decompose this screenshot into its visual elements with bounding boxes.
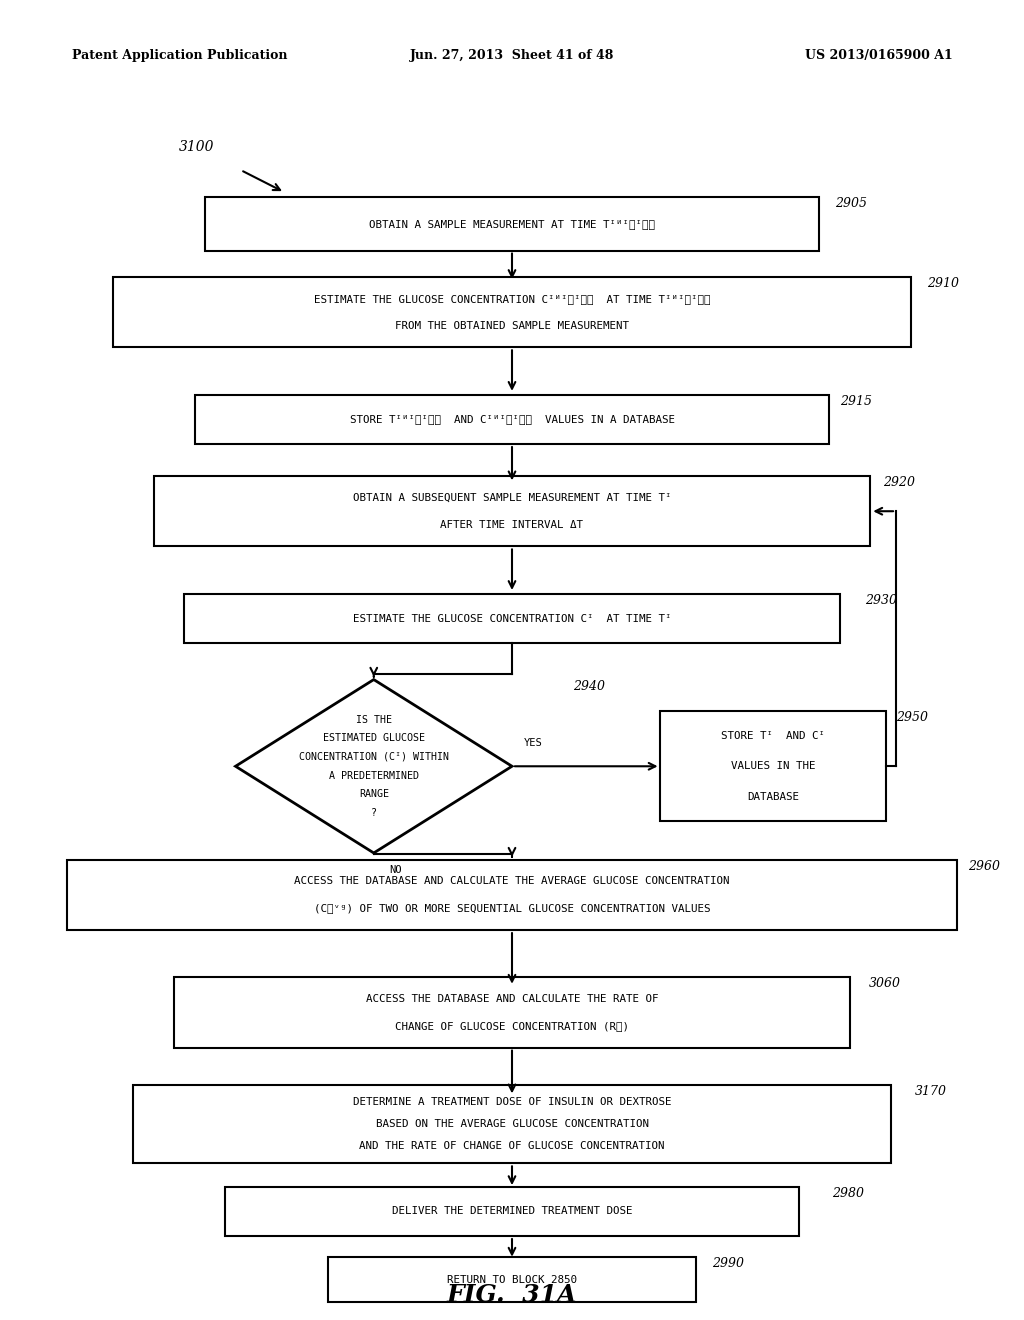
Text: AFTER TIME INTERVAL ΔT: AFTER TIME INTERVAL ΔT [440,520,584,529]
FancyBboxPatch shape [660,711,886,821]
FancyBboxPatch shape [205,197,819,251]
Text: 2980: 2980 [833,1187,864,1200]
FancyBboxPatch shape [154,477,870,546]
Text: VALUES IN THE: VALUES IN THE [731,762,815,771]
Text: US 2013/0165900 A1: US 2013/0165900 A1 [805,49,952,62]
FancyBboxPatch shape [67,859,957,931]
Text: CONCENTRATION (Cᴵ) WITHIN: CONCENTRATION (Cᴵ) WITHIN [299,752,449,762]
Text: FROM THE OBTAINED SAMPLE MEASUREMENT: FROM THE OBTAINED SAMPLE MEASUREMENT [395,321,629,330]
Text: 2990: 2990 [712,1258,743,1270]
FancyBboxPatch shape [225,1187,799,1236]
Text: (Cᴀᵛᵍ) OF TWO OR MORE SEQUENTIAL GLUCOSE CONCENTRATION VALUES: (Cᴀᵛᵍ) OF TWO OR MORE SEQUENTIAL GLUCOSE… [313,903,711,913]
Text: STORE Tᴵ  AND Cᴵ: STORE Tᴵ AND Cᴵ [721,731,825,741]
Text: ESTIMATED GLUCOSE: ESTIMATED GLUCOSE [323,734,425,743]
Text: NO: NO [389,865,401,875]
Text: 3100: 3100 [179,140,215,154]
Polygon shape [236,680,512,853]
Text: STORE TᴵᴻᴵᴛᴵᴀᲜ  AND CᴵᴻᴵᴛᴵᴀᲜ  VALUES IN A DATABASE: STORE TᴵᴻᴵᴛᴵᴀᲜ AND CᴵᴻᴵᴛᴵᴀᲜ VALUES IN A … [349,414,675,425]
FancyBboxPatch shape [328,1258,696,1302]
Text: 2930: 2930 [865,594,897,607]
Text: AND THE RATE OF CHANGE OF GLUCOSE CONCENTRATION: AND THE RATE OF CHANGE OF GLUCOSE CONCEN… [359,1140,665,1151]
Text: Patent Application Publication: Patent Application Publication [72,49,287,62]
FancyBboxPatch shape [184,594,840,643]
Text: ACCESS THE DATABASE AND CALCULATE THE AVERAGE GLUCOSE CONCENTRATION: ACCESS THE DATABASE AND CALCULATE THE AV… [294,876,730,886]
Text: ACCESS THE DATABASE AND CALCULATE THE RATE OF: ACCESS THE DATABASE AND CALCULATE THE RA… [366,994,658,1003]
Text: A PREDETERMINED: A PREDETERMINED [329,771,419,780]
Text: 2940: 2940 [573,680,605,693]
Text: OBTAIN A SUBSEQUENT SAMPLE MEASUREMENT AT TIME Tᴵ: OBTAIN A SUBSEQUENT SAMPLE MEASUREMENT A… [352,492,672,503]
FancyBboxPatch shape [133,1085,891,1163]
Text: RANGE: RANGE [358,789,389,800]
Text: 2960: 2960 [968,859,999,873]
Text: 3060: 3060 [868,977,900,990]
Text: CHANGE OF GLUCOSE CONCENTRATION (Rᴄ): CHANGE OF GLUCOSE CONCENTRATION (Rᴄ) [395,1020,629,1031]
Text: BASED ON THE AVERAGE GLUCOSE CONCENTRATION: BASED ON THE AVERAGE GLUCOSE CONCENTRATI… [376,1119,648,1129]
Text: YES: YES [524,738,543,748]
Text: DETERMINE A TREATMENT DOSE OF INSULIN OR DEXTROSE: DETERMINE A TREATMENT DOSE OF INSULIN OR… [352,1097,672,1107]
Text: FIG.  31A: FIG. 31A [446,1283,578,1307]
Text: 2920: 2920 [883,477,914,488]
FancyBboxPatch shape [113,277,911,347]
Text: IS THE: IS THE [355,714,392,725]
Text: DELIVER THE DETERMINED TREATMENT DOSE: DELIVER THE DETERMINED TREATMENT DOSE [392,1206,632,1217]
FancyBboxPatch shape [195,395,829,444]
Text: DATABASE: DATABASE [748,792,799,801]
Text: 2910: 2910 [927,277,958,290]
Text: 3170: 3170 [914,1085,946,1098]
Text: 2950: 2950 [896,711,928,725]
Text: OBTAIN A SAMPLE MEASUREMENT AT TIME TᴵᴻᴵᴛᴵᴀᲜ: OBTAIN A SAMPLE MEASUREMENT AT TIME Tᴵᴻᴵ… [369,219,655,228]
FancyBboxPatch shape [174,977,850,1048]
Text: 2915: 2915 [840,395,871,408]
Text: 2905: 2905 [835,197,866,210]
Text: ESTIMATE THE GLUCOSE CONCENTRATION CᴵᴻᴵᴛᴵᴀᲜ  AT TIME TᴵᴻᴵᴛᴵᴀᲜ: ESTIMATE THE GLUCOSE CONCENTRATION Cᴵᴻᴵᴛ… [313,293,711,304]
Text: ESTIMATE THE GLUCOSE CONCENTRATION Cᴵ  AT TIME Tᴵ: ESTIMATE THE GLUCOSE CONCENTRATION Cᴵ AT… [352,614,672,623]
Text: ?: ? [371,808,377,818]
Text: Jun. 27, 2013  Sheet 41 of 48: Jun. 27, 2013 Sheet 41 of 48 [410,49,614,62]
Text: RETURN TO BLOCK 2850: RETURN TO BLOCK 2850 [447,1275,577,1284]
